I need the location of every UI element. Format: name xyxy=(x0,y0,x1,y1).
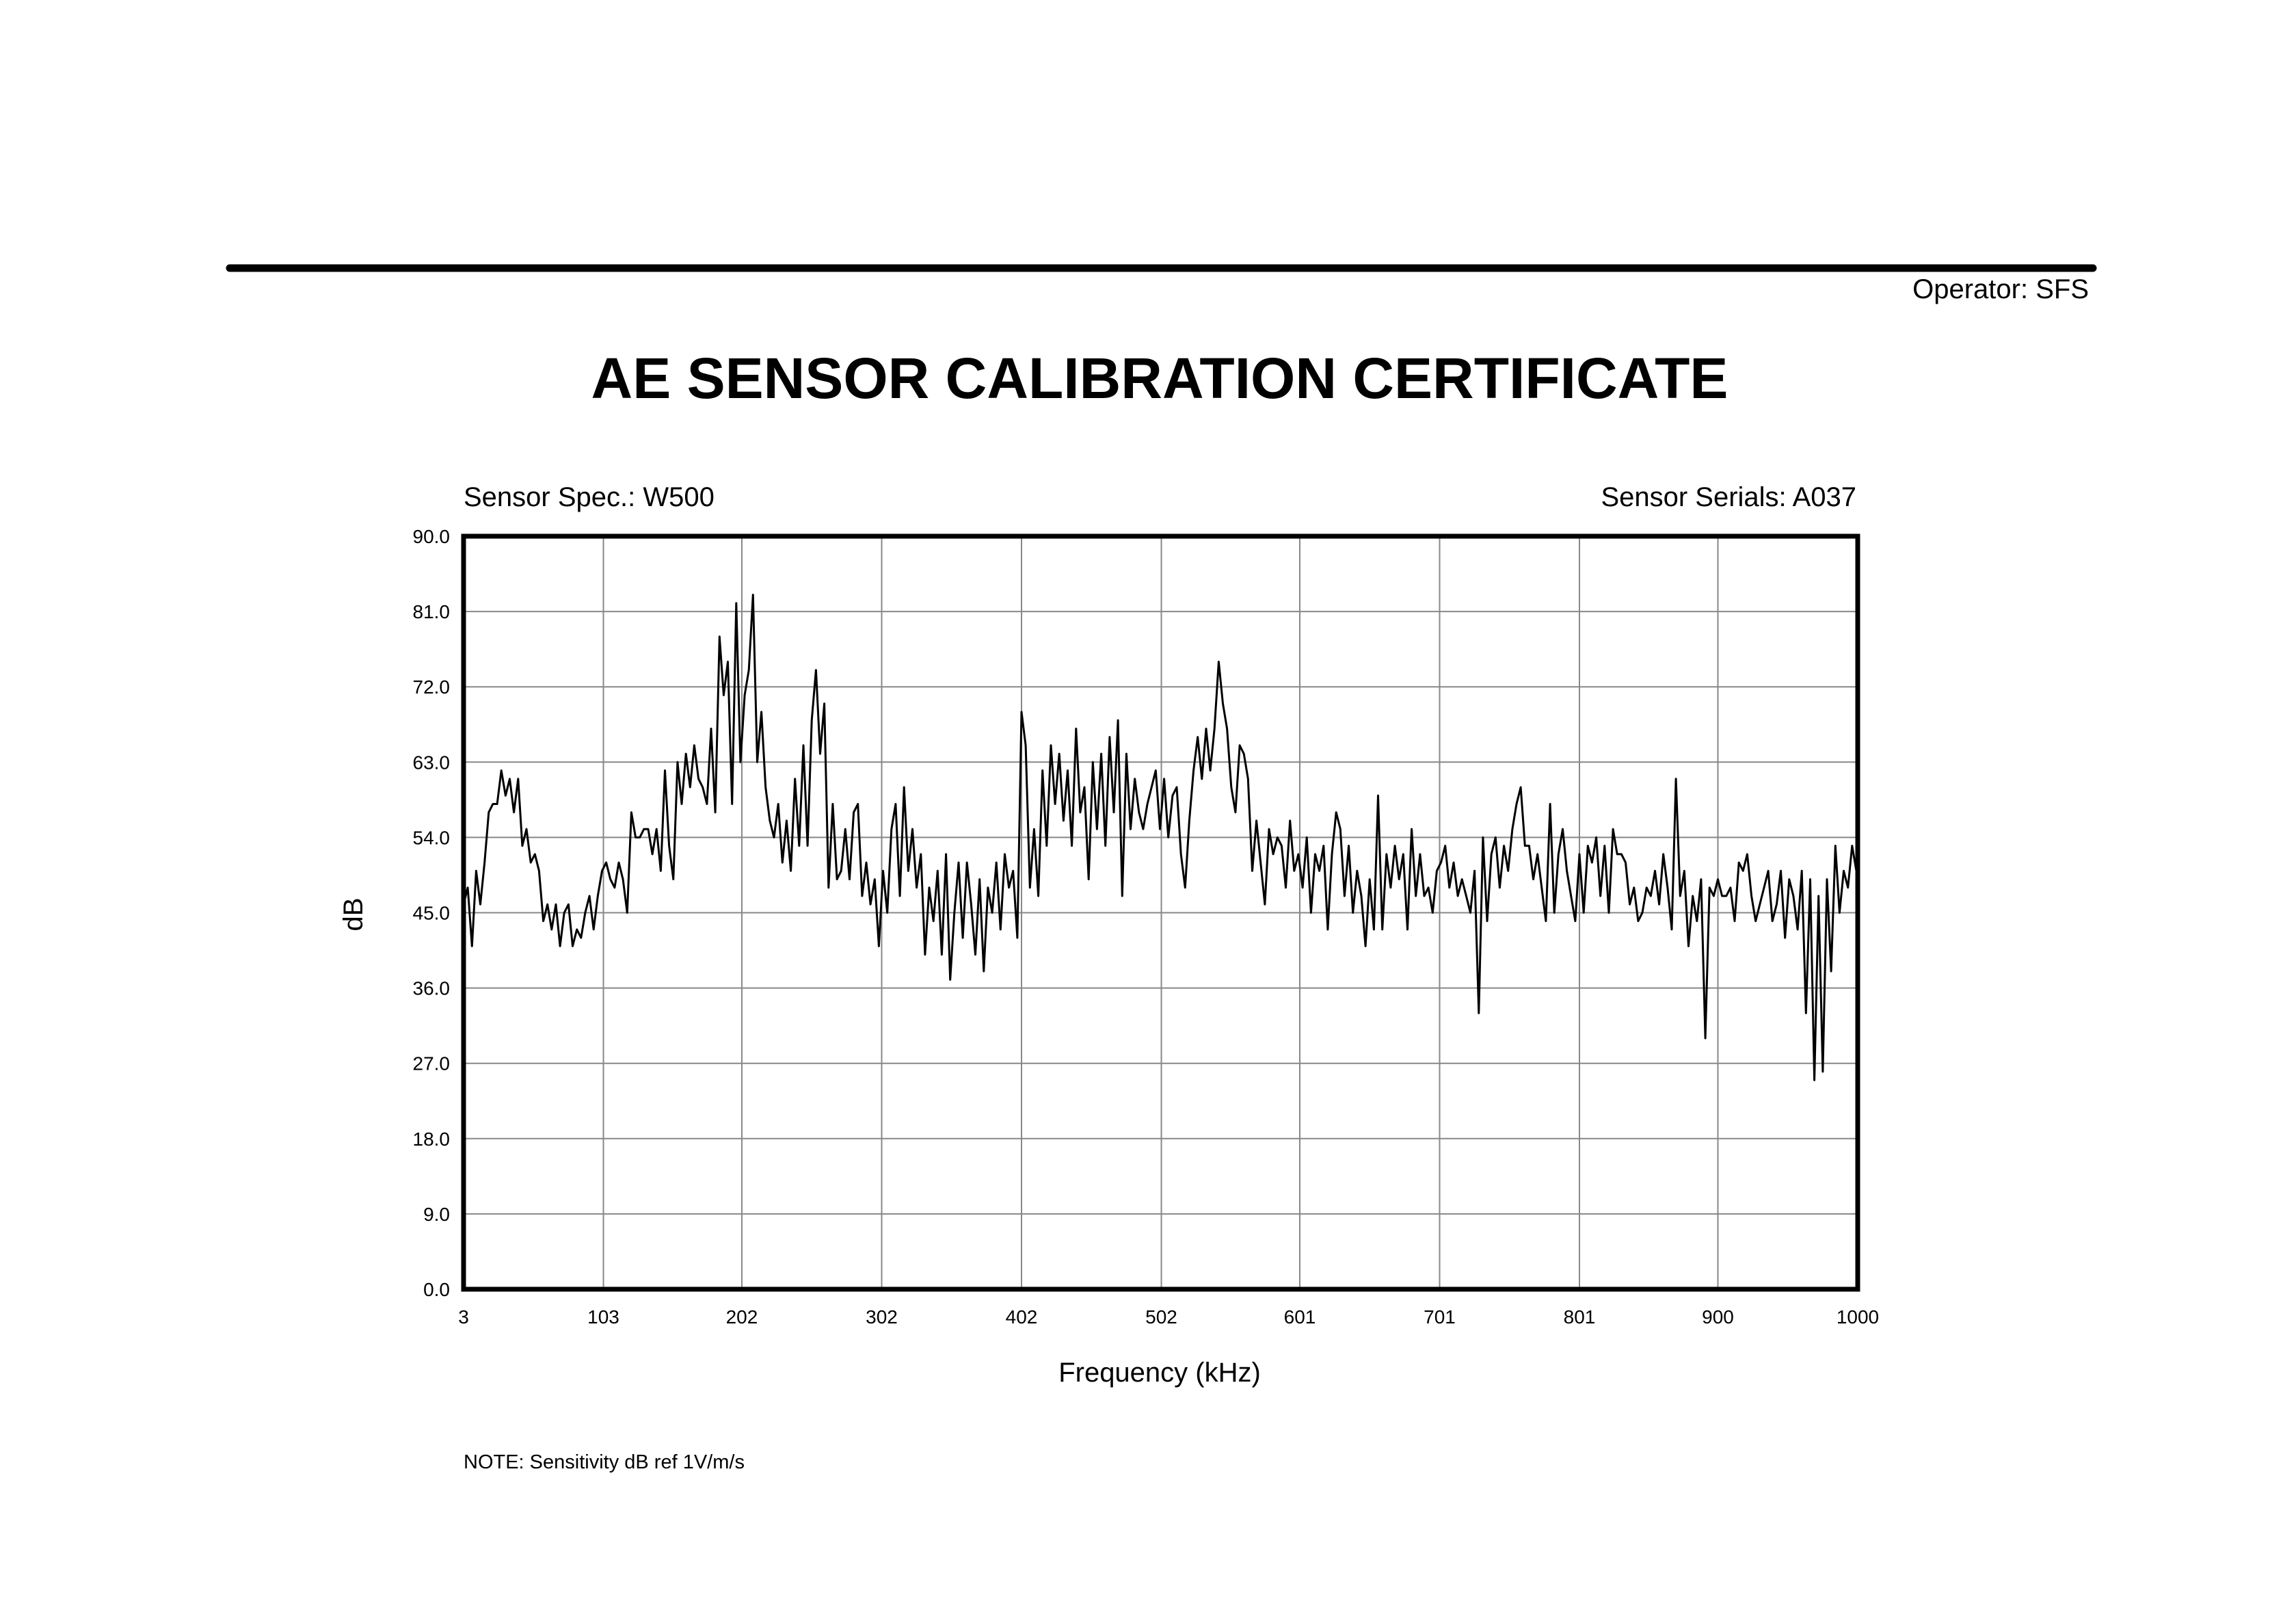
x-tick-label: 801 xyxy=(1564,1306,1596,1328)
y-tick-label: 27.0 xyxy=(413,1053,451,1074)
sensor-serials: Sensor Serials: A037 xyxy=(1601,482,1856,512)
x-tick-label: 601 xyxy=(1284,1306,1316,1328)
y-axis-label: dB xyxy=(338,898,369,932)
x-tick-label: 701 xyxy=(1424,1306,1456,1328)
y-tick-label: 90.0 xyxy=(413,526,451,547)
y-tick-label: 36.0 xyxy=(413,978,451,999)
y-tick-label: 72.0 xyxy=(413,676,451,698)
x-axis-label: Frequency (kHz) xyxy=(1058,1358,1261,1388)
x-tick-label: 202 xyxy=(726,1306,758,1328)
x-tick-label: 402 xyxy=(1006,1306,1038,1328)
y-tick-label: 81.0 xyxy=(413,601,451,622)
plot-border xyxy=(461,533,1860,1292)
chart-title: AE SENSOR CALIBRATION CERTIFICATE xyxy=(591,346,1728,410)
x-tick-label: 900 xyxy=(1702,1306,1734,1328)
y-tick-label: 63.0 xyxy=(413,752,451,773)
y-tick-label: 9.0 xyxy=(423,1204,450,1225)
y-tick-label: 54.0 xyxy=(413,827,451,848)
y-tick-label: 18.0 xyxy=(413,1129,451,1150)
plot: 0.0 9.0 18.0 27.0 36.0 45.0 54.0 63.0 72.0 81.0 90… xyxy=(413,526,1880,1328)
operator: Operator: SFS xyxy=(1912,274,2089,304)
x-tick-label: 3 xyxy=(458,1306,469,1328)
y-tick-label: 0.0 xyxy=(423,1279,450,1300)
sensor-spec: Sensor Spec.: W500 xyxy=(464,482,715,512)
x-tick-label: 103 xyxy=(587,1306,619,1328)
x-tick-label: 502 xyxy=(1145,1306,1177,1328)
data-line xyxy=(462,594,1858,1081)
y-tick-label: 45.0 xyxy=(413,903,451,924)
note: NOTE: Sensitivity dB ref 1V/m/s xyxy=(464,1451,745,1473)
x-tick-label: 302 xyxy=(866,1306,898,1328)
x-tick-label: 1000 xyxy=(1837,1306,1879,1328)
